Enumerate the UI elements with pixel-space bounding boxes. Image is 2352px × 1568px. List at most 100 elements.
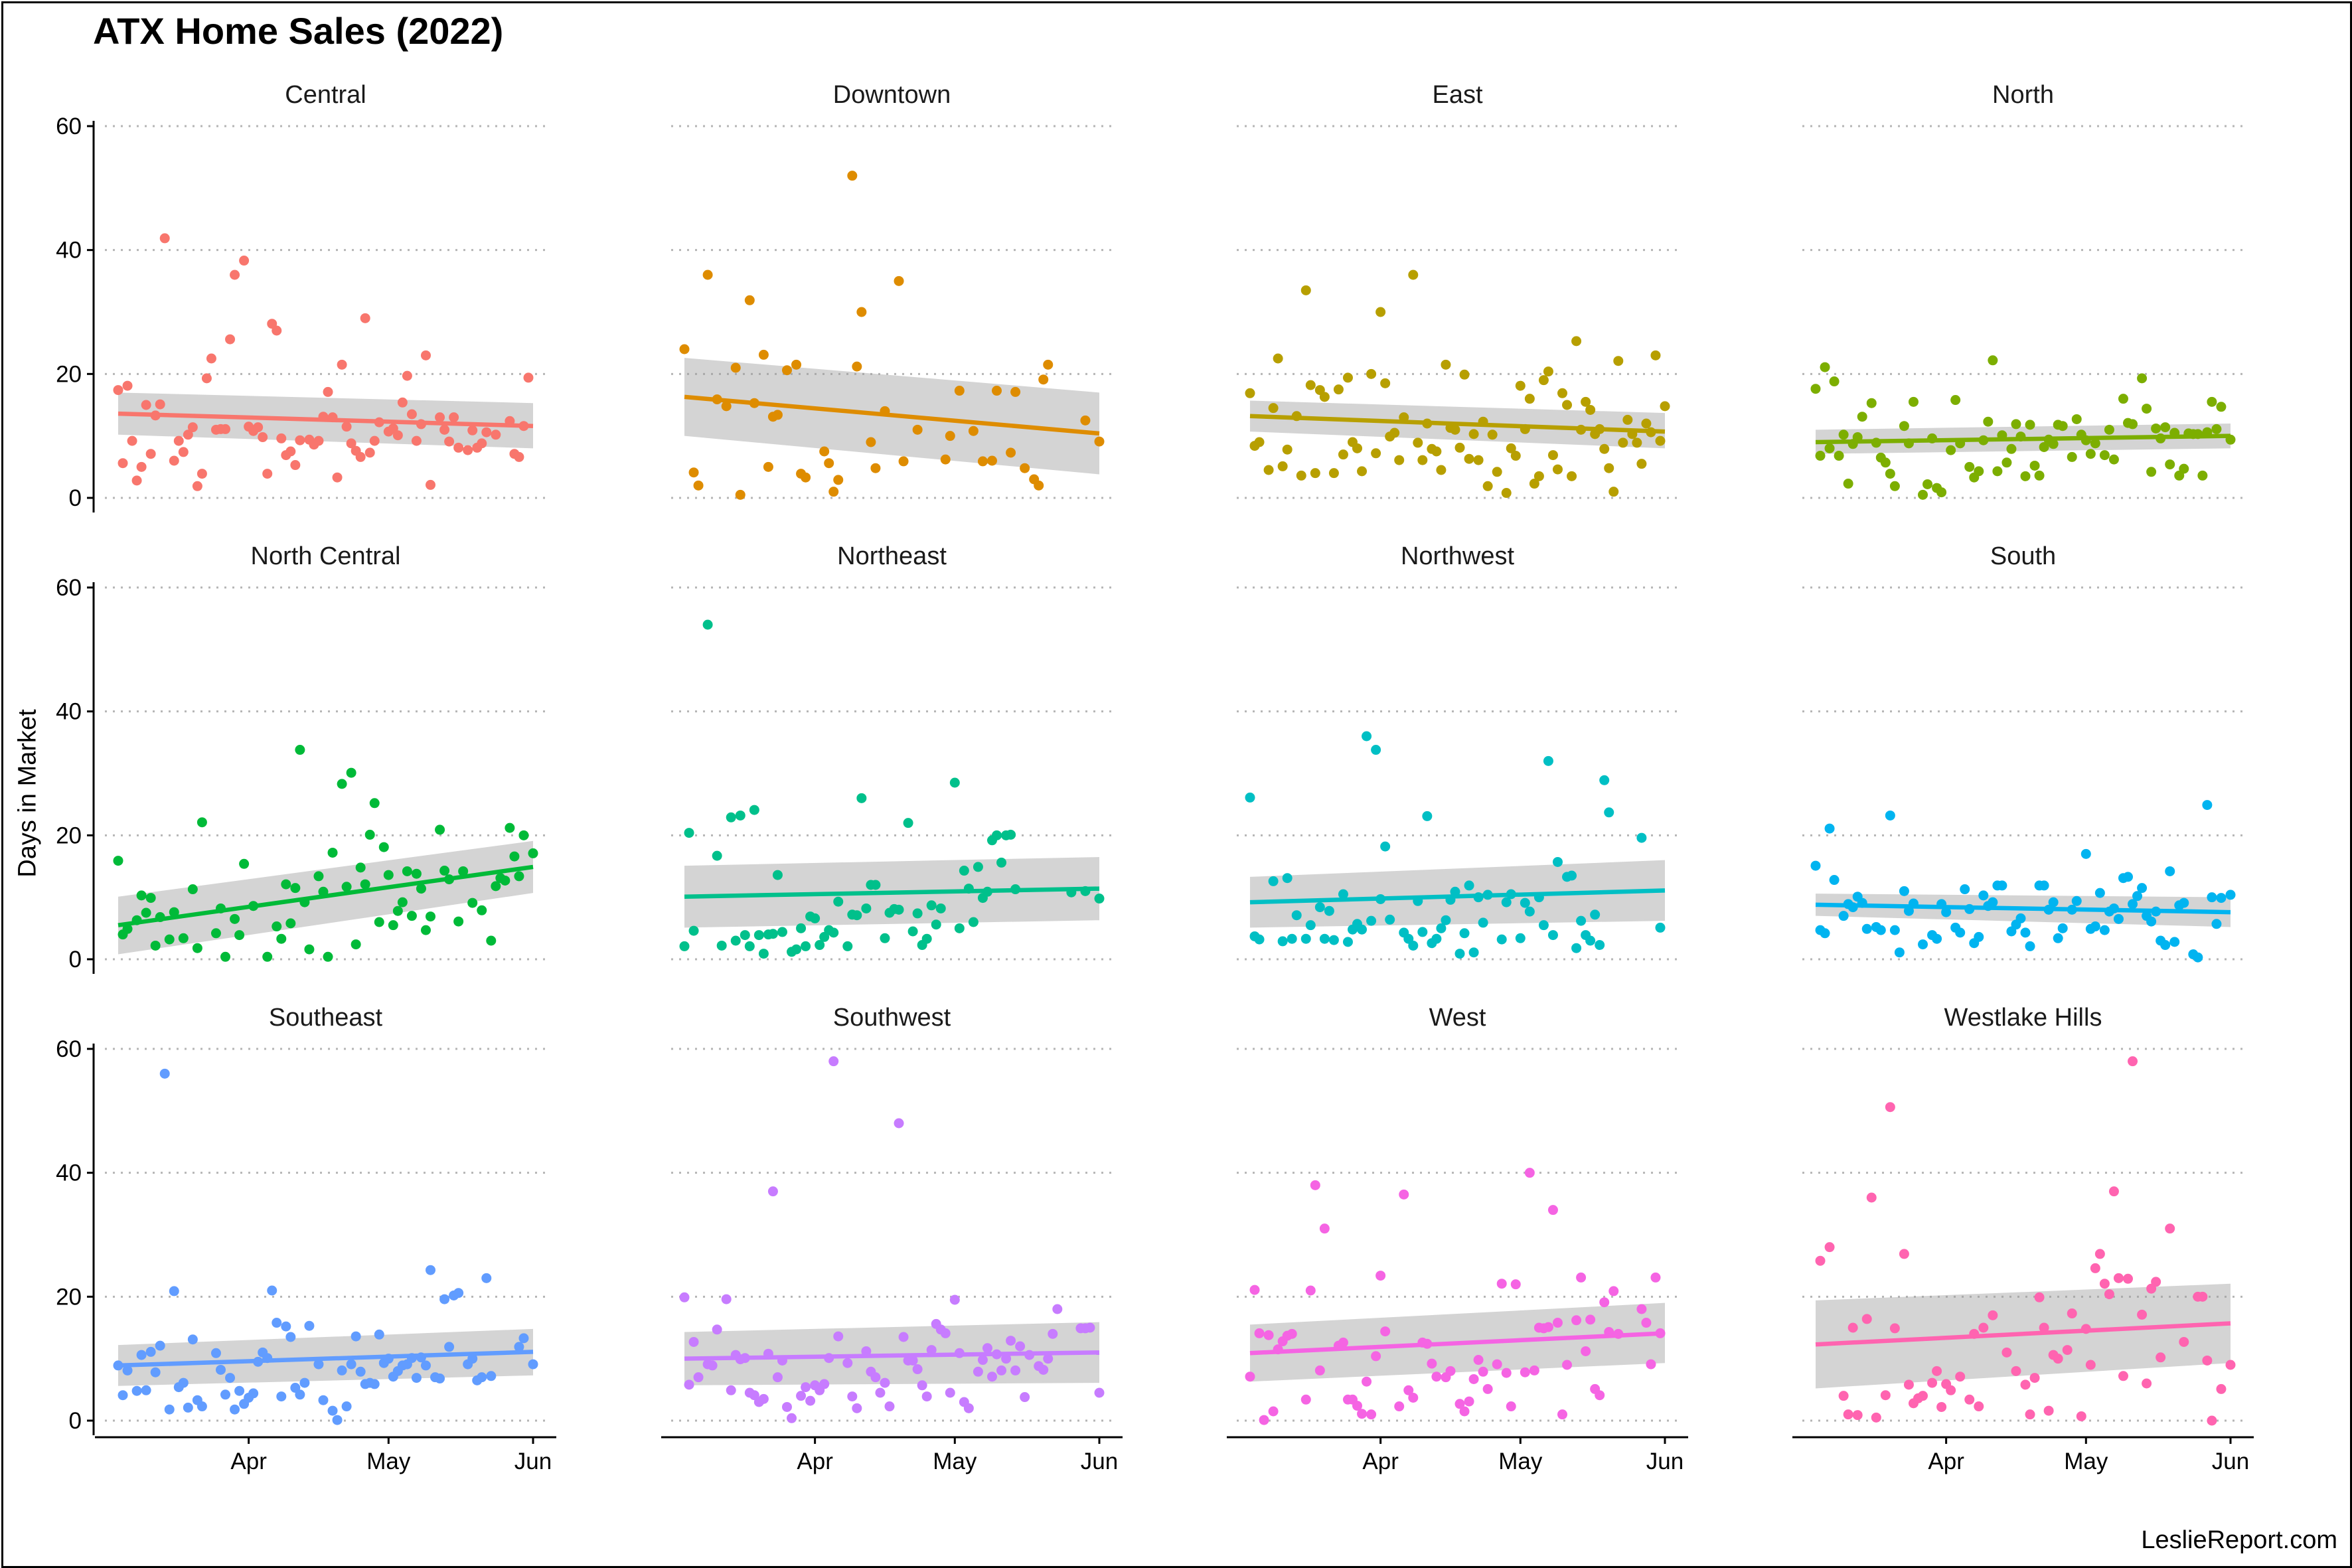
data-point [383,870,394,880]
data-point [2202,800,2213,811]
x-tick-label: Jun [514,1449,552,1474]
data-point [894,1118,904,1129]
data-point [1254,437,1265,447]
data-point [688,925,699,936]
data-point [2057,421,2068,431]
data-point [290,883,301,894]
data-point [1960,884,1970,895]
data-point [1585,404,1596,415]
data-point [2104,1289,2114,1300]
data-point [453,916,464,927]
data-point [1305,1285,1316,1296]
facet-panel-north: North [1802,81,2244,500]
data-point [1641,1318,1652,1328]
data-point [1660,401,1670,412]
data-point [1552,464,1563,475]
data-point [1585,935,1596,946]
data-point [693,480,704,491]
data-point [1020,1392,1030,1403]
data-point [518,1333,529,1344]
data-point [225,334,236,345]
data-point [453,442,464,453]
facet-panel-northeast: Northeast [671,542,1113,961]
data-point [1918,1391,1928,1401]
data-point [1650,350,1661,360]
data-point [313,435,324,446]
data-point [772,1372,783,1383]
data-point [514,451,524,462]
data-point [2020,471,2031,481]
data-point [679,1292,690,1302]
data-point [1300,285,1311,295]
data-point [1468,429,1479,439]
data-point [2015,913,2026,923]
data-point [1417,455,1428,465]
data-point [1043,1354,1054,1364]
data-point [1408,1392,1419,1403]
data-point [136,890,147,901]
data-point [285,918,296,929]
data-point [828,487,839,497]
data-point [1328,468,1339,479]
data-point [1094,1387,1105,1398]
data-point [1576,1272,1587,1283]
data-point [2142,1378,2152,1389]
data-point [1510,1279,1521,1290]
data-point [1646,1359,1656,1370]
data-point [926,1345,937,1356]
data-point [917,1380,927,1391]
data-point [1547,930,1558,941]
data-point [1988,355,1998,366]
data-point [1338,449,1348,460]
data-point [1441,915,1451,925]
trend-line [684,886,1100,899]
data-point [940,1328,951,1338]
data-point [833,1331,844,1342]
data-point [1459,369,1470,380]
data-point [1820,362,1830,372]
data-point [1454,442,1465,453]
data-point [1371,448,1381,459]
data-point [514,871,524,882]
data-point [136,1350,147,1360]
data-point [458,866,469,876]
data-point [295,745,305,755]
data-point [113,856,123,866]
data-point [164,1404,175,1415]
data-point [2169,937,2180,947]
data-point [1478,1366,1488,1377]
data-point [355,862,366,873]
data-point [2156,1352,2166,1363]
data-point [1487,430,1498,440]
data-point [467,898,478,908]
x-tick-label: Apr [797,1449,833,1474]
data-point [973,1366,983,1377]
data-point [477,438,487,449]
data-point [346,1359,356,1370]
data-point [2067,1308,2077,1319]
data-point [1366,915,1377,926]
data-point [730,362,741,373]
data-point [749,805,759,815]
data-point [1380,841,1391,852]
data-point [726,812,736,823]
data-point [894,904,904,915]
data-point [801,1382,811,1393]
data-point [1974,466,1984,477]
data-point [355,451,366,462]
data-point [1020,463,1030,473]
data-point [295,1389,305,1400]
data-point [2128,419,2138,430]
data-point [1375,307,1386,317]
data-point [828,927,839,938]
y-tick-label: 60 [56,575,82,601]
data-point [824,458,834,469]
data-point [744,941,755,951]
data-point [1319,1223,1330,1234]
data-point [290,460,301,471]
y-tick-label: 0 [69,485,82,511]
y-tick-label: 40 [56,238,82,264]
data-point [169,907,179,917]
data-point [201,373,212,384]
data-point [337,1365,347,1375]
